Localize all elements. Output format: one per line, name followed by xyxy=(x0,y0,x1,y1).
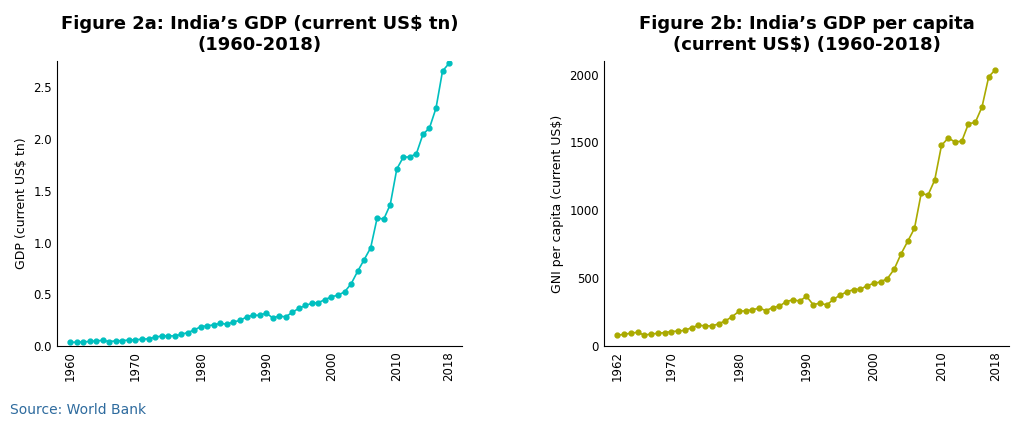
Y-axis label: GDP (current US$ tn): GDP (current US$ tn) xyxy=(15,138,28,269)
Title: Figure 2b: India’s GDP per capita
(current US$) (1960-2018): Figure 2b: India’s GDP per capita (curre… xyxy=(639,15,974,54)
Text: Source: World Bank: Source: World Bank xyxy=(10,403,146,417)
Title: Figure 2a: India’s GDP (current US$ tn)
(1960-2018): Figure 2a: India’s GDP (current US$ tn) … xyxy=(60,15,459,54)
Y-axis label: GNI per capita (current US$): GNI per capita (current US$) xyxy=(551,115,564,293)
